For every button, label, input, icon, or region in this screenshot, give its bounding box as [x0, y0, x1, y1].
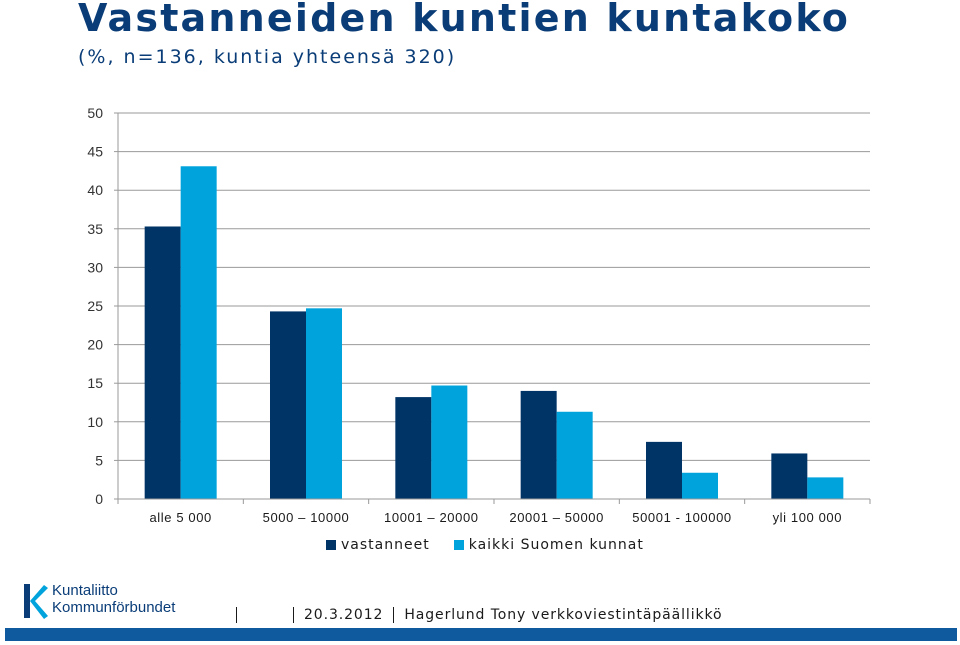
bar [646, 441, 682, 499]
bar [520, 390, 557, 499]
legend-label-kaikki: kaikki Suomen kunnat [468, 537, 644, 553]
bar [431, 385, 468, 499]
bottom-bar [5, 628, 957, 641]
bar [807, 477, 844, 499]
footer-separator [393, 607, 395, 623]
y-tick-label: 30 [87, 259, 103, 275]
logo-line-1: Kuntaliitto [52, 582, 118, 599]
logo-line-2: Kommunförbundet [52, 599, 176, 616]
footer-separator [293, 607, 294, 623]
page-subtitle: (%, n=136, kuntia yhteensä 320) [78, 46, 457, 68]
legend-swatch-kaikki [453, 540, 464, 550]
y-tick-label: 15 [87, 375, 103, 391]
x-category-label: 20001 – 50000 [509, 510, 604, 525]
bar [306, 308, 342, 499]
bar [144, 226, 181, 499]
x-axis: alle 5 000 5000 – 10000 10001 – 20000 20001… [117, 498, 871, 525]
gridlines [118, 112, 870, 461]
page-title: Vastanneiden kuntien kuntakoko [78, 0, 851, 40]
x-category-label: 5000 – 10000 [263, 510, 350, 525]
bar [180, 166, 217, 499]
legend-swatch-vastanneet [326, 540, 336, 550]
x-category-label: yli 100 000 [773, 510, 842, 525]
y-tick-label: 25 [87, 298, 103, 314]
chart-legend: vastanneet kaikki Suomen kunnat [326, 537, 644, 553]
bar [682, 472, 718, 499]
y-tick-label: 35 [87, 221, 103, 237]
legend-item-vastanneet: vastanneet [326, 537, 430, 553]
y-tick-label: 10 [87, 414, 103, 430]
y-tick-label: 45 [87, 144, 103, 160]
bar [395, 397, 432, 499]
kuntaliitto-logo: Kuntaliitto Kommunförbundet [22, 582, 202, 624]
legend-label-vastanneet: vastanneet [341, 537, 430, 553]
y-tick-label: 50 [87, 105, 103, 121]
y-tick-label: 40 [87, 182, 103, 198]
x-category-label: 10001 – 20000 [384, 510, 479, 525]
footer-date: 20.3.2012 [304, 607, 384, 623]
footer: 20.3.2012 Hagerlund Tony verkkoviestintä… [236, 607, 722, 623]
footer-author: Hagerlund Tony verkkoviestintäpäällikkö [404, 607, 723, 623]
footer-separator [236, 607, 237, 623]
kuntaliitto-logo-icon [24, 584, 48, 619]
y-tick-label: 0 [95, 491, 103, 507]
y-axis: 0 5 10 15 20 25 30 35 40 45 50 [87, 105, 119, 507]
bar-chart: 0 5 10 15 20 25 30 35 40 45 50 alle 5 000 5000 – 10… [87, 105, 871, 525]
bar [556, 411, 593, 499]
x-category-label: alle 5 000 [149, 510, 211, 525]
bar [270, 311, 306, 499]
bar [771, 453, 808, 499]
legend-item-kaikki: kaikki Suomen kunnat [453, 537, 644, 553]
x-category-label: 50001 - 100000 [632, 510, 731, 525]
bars [144, 166, 844, 499]
y-tick-label: 5 [95, 452, 103, 468]
logo-text: Kuntaliitto Kommunförbundet [52, 582, 175, 616]
y-tick-label: 20 [87, 337, 103, 353]
